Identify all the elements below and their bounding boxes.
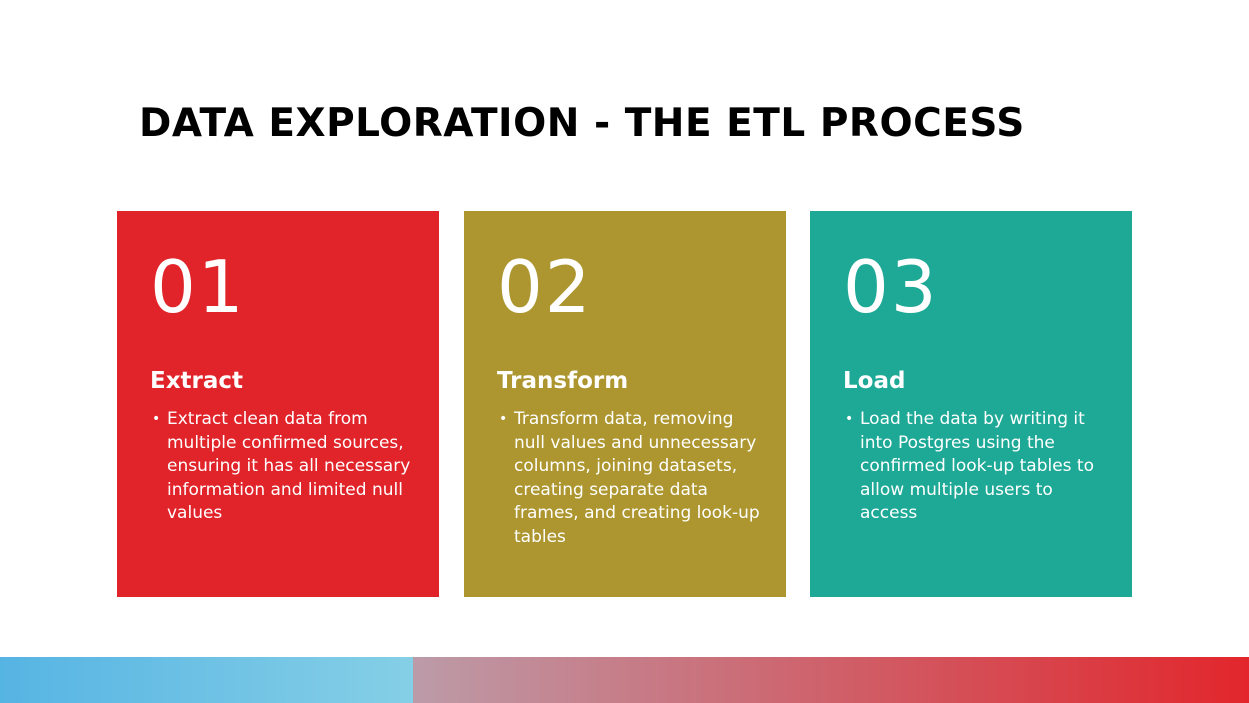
- card-bullet-text: Load the data by writing it into Postgre…: [860, 409, 1094, 523]
- card-number: 02: [497, 245, 593, 329]
- card-number: 01: [150, 245, 246, 329]
- slide-title: DATA EXPLORATION - THE ETL PROCESS: [139, 101, 1025, 146]
- card-number: 03: [843, 245, 939, 329]
- card-heading: Load: [843, 368, 906, 394]
- card-bullet: • Extract clean data from multiple confi…: [150, 408, 417, 526]
- card-load: 03 Load • Load the data by writing it in…: [810, 211, 1132, 597]
- bottom-decorative-band: [0, 657, 1249, 703]
- bullet-dot-icon: •: [845, 411, 854, 427]
- card-transform: 02 Transform • Transform data, removing …: [464, 211, 786, 597]
- card-bullet-list: • Extract clean data from multiple confi…: [150, 408, 417, 526]
- card-bullet: • Load the data by writing it into Postg…: [843, 408, 1110, 526]
- card-bullet-list: • Transform data, removing null values a…: [497, 408, 764, 549]
- card-heading: Extract: [150, 368, 244, 394]
- card-heading: Transform: [497, 368, 629, 394]
- card-bullet: • Transform data, removing null values a…: [497, 408, 764, 549]
- card-bullet-text: Extract clean data from multiple confirm…: [167, 409, 411, 523]
- band-right-segment: [413, 657, 1249, 703]
- bullet-dot-icon: •: [152, 411, 161, 427]
- card-extract: 01 Extract • Extract clean data from mul…: [117, 211, 439, 597]
- band-left-segment: [0, 657, 413, 703]
- card-bullet-list: • Load the data by writing it into Postg…: [843, 408, 1110, 526]
- card-bullet-text: Transform data, removing null values and…: [514, 409, 760, 547]
- bullet-dot-icon: •: [499, 411, 508, 427]
